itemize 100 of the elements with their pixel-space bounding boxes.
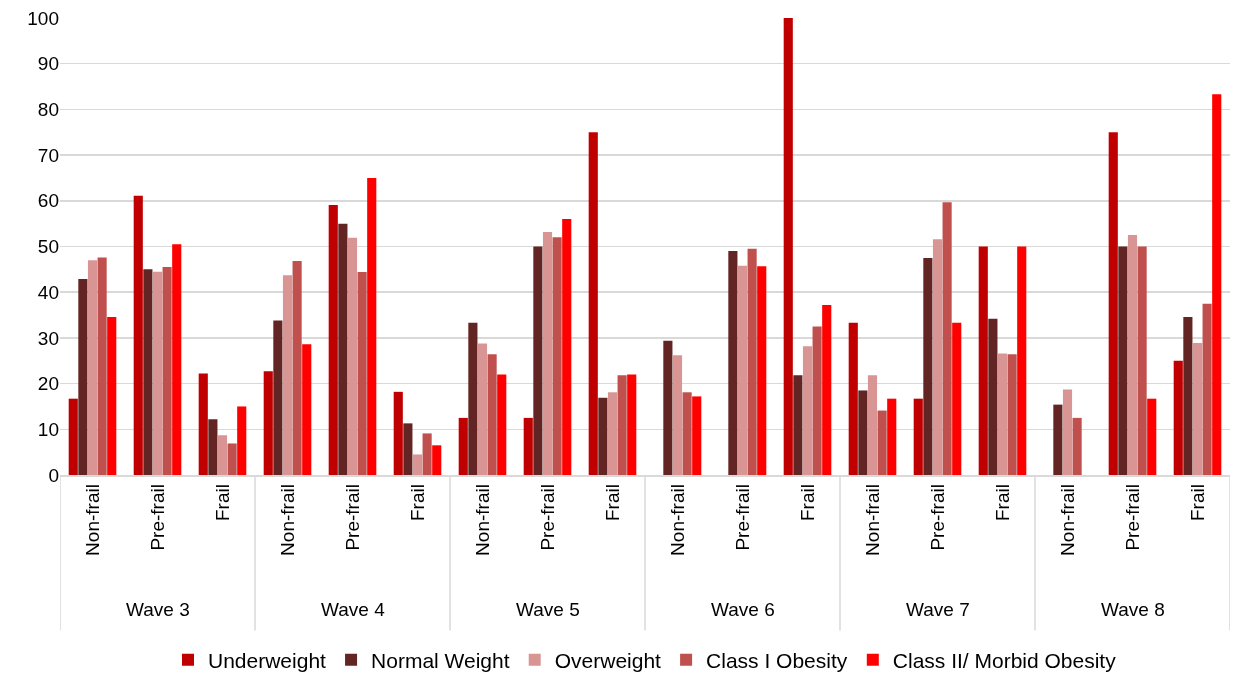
bar (403, 423, 413, 475)
bar (1173, 360, 1183, 475)
legend-label: Underweight (208, 648, 327, 672)
bar (617, 375, 627, 475)
x-tick-label: Frail (991, 484, 1013, 522)
x-tick-label: Pre-frail (926, 484, 948, 551)
bar (1053, 404, 1063, 475)
text: Wave 4 (321, 599, 386, 620)
bar (162, 267, 172, 475)
x-tick-label: Non-frail (666, 484, 688, 556)
bar (273, 320, 283, 475)
bar (292, 261, 302, 475)
y-tick-label: 80 (37, 99, 59, 121)
bar (1118, 246, 1128, 475)
bar (728, 251, 738, 475)
bar (682, 392, 692, 475)
bar (68, 398, 78, 475)
x-tick-label: Frail (796, 484, 818, 522)
bar (848, 322, 858, 475)
bar (367, 177, 377, 475)
legend-label: Overweight (554, 648, 662, 672)
bar (97, 257, 107, 475)
bar (338, 223, 348, 475)
y-tick-label: 30 (37, 327, 59, 349)
x-tick-label: Frail (1186, 484, 1208, 522)
bar (932, 239, 943, 475)
bar (533, 246, 543, 475)
bar (87, 260, 98, 475)
bar (152, 271, 163, 475)
bar (877, 410, 887, 475)
bar (607, 392, 618, 475)
bar (913, 398, 923, 475)
bar (542, 231, 553, 475)
bar (988, 318, 998, 475)
bar (107, 316, 117, 475)
bar (133, 195, 143, 475)
bar (1127, 235, 1138, 475)
bar (1017, 246, 1027, 475)
bar (812, 326, 822, 475)
bar (1007, 354, 1017, 475)
bar (822, 305, 832, 475)
bar (302, 344, 312, 475)
bar (347, 237, 358, 475)
bar (458, 417, 468, 475)
bar (672, 355, 683, 475)
bar (923, 257, 933, 475)
x-tick-label: Non-frail (471, 484, 493, 556)
x-tick-label: Pre-frail (731, 484, 753, 551)
bar (802, 346, 813, 475)
bar (692, 396, 702, 475)
x-tick-label: Non-frail (81, 484, 103, 556)
bar (1108, 132, 1118, 475)
x-tick-label: Pre-frail (341, 484, 363, 551)
text: Wave 5 (516, 599, 580, 620)
bar (952, 322, 962, 475)
bar (562, 219, 572, 475)
bar (78, 278, 88, 475)
bar (757, 266, 767, 475)
bar (282, 275, 293, 475)
y-tick-label: 50 (37, 236, 59, 258)
bar (328, 204, 338, 475)
bar (208, 419, 218, 475)
bar (1147, 398, 1157, 475)
bar (978, 246, 988, 475)
bar (737, 265, 748, 475)
text: Wave 8 (1101, 599, 1165, 620)
y-tick-label: 20 (37, 373, 59, 395)
bar (143, 269, 153, 475)
bar (887, 398, 897, 475)
legend-label: Class II/ Morbid Obesity (892, 648, 1117, 672)
x-tick-label: Pre-frail (536, 484, 558, 551)
bar (237, 406, 247, 475)
bar (1202, 303, 1212, 475)
text: Wave 7 (906, 599, 970, 620)
x-tick-label: Pre-frail (146, 484, 168, 551)
bar (997, 353, 1008, 475)
x-tick-label: Non-frail (276, 484, 298, 556)
bar (357, 272, 367, 475)
bar (412, 454, 423, 475)
y-tick-label: 60 (37, 190, 59, 212)
bar (783, 18, 793, 475)
bar (217, 435, 228, 475)
bar (468, 322, 478, 475)
bar (1192, 342, 1203, 475)
bar (227, 443, 237, 475)
bar (1212, 94, 1222, 475)
bar (552, 237, 562, 475)
bar (858, 390, 868, 475)
bar (1062, 389, 1073, 475)
bar (198, 373, 208, 475)
legend-label: Normal Weight (371, 648, 510, 672)
y-tick-label: 70 (37, 144, 59, 166)
text: Wave 6 (711, 599, 775, 620)
bar (497, 374, 507, 475)
bar (867, 375, 878, 475)
bar (942, 202, 952, 475)
y-tick-label: 0 (48, 464, 59, 486)
bar (523, 417, 533, 475)
x-tick-label: Non-frail (1056, 484, 1078, 556)
x-tick-label: Frail (601, 484, 623, 522)
